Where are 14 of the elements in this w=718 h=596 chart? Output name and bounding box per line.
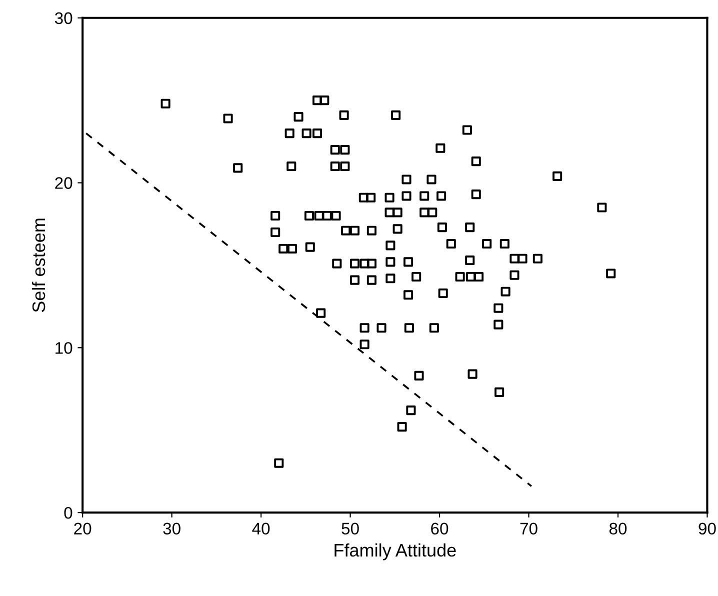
y-tick-label: 10: [56, 342, 72, 354]
y-axis-title: Self esteem: [32, 218, 46, 312]
x-tick-label: 80: [609, 522, 627, 535]
x-tick-label: 50: [342, 522, 359, 535]
x-tick-label: 90: [698, 522, 716, 535]
x-tick-label: 40: [252, 522, 270, 535]
x-tick-label: 20: [74, 522, 92, 535]
y-tick-label: 0: [64, 506, 72, 519]
x-tick-label: 70: [520, 522, 538, 535]
y-tick-label: 30: [54, 12, 72, 24]
y-tick-label: 20: [55, 177, 72, 189]
x-axis-title: Ffamily Attitude: [334, 543, 456, 560]
x-tick-label: 30: [163, 522, 180, 535]
x-tick-label: 60: [431, 522, 448, 535]
